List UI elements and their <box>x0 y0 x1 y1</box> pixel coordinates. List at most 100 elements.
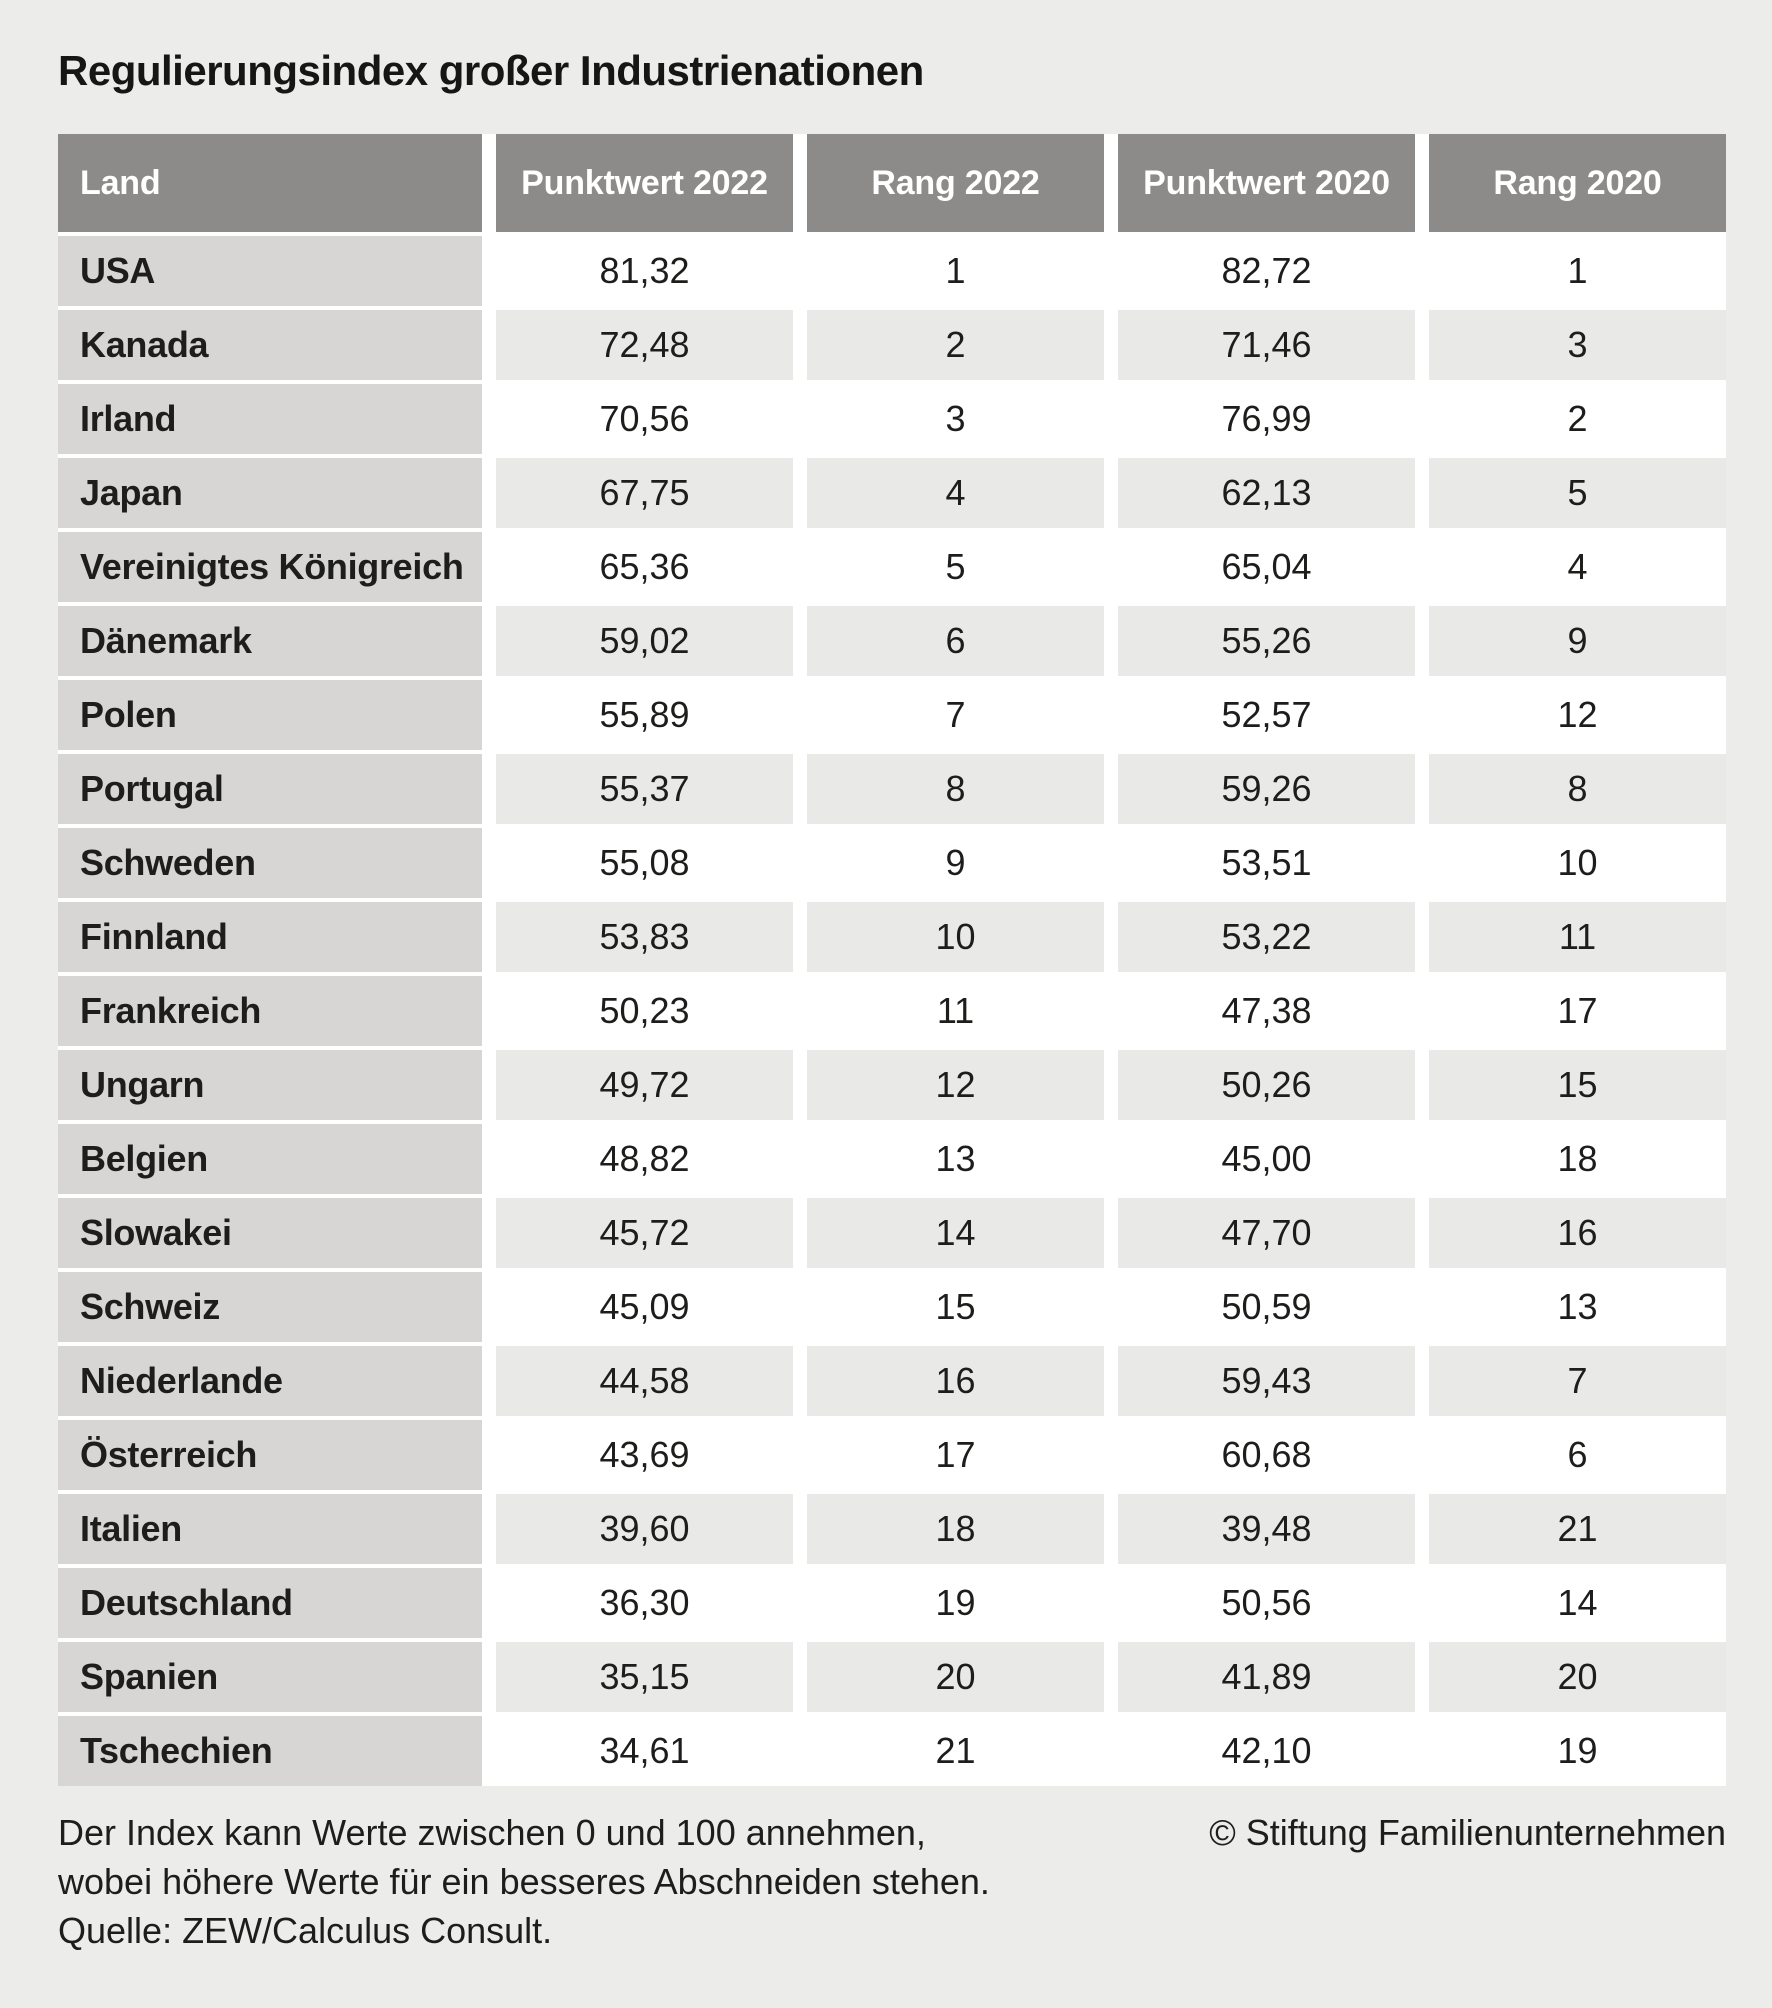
rank-cell: 3 <box>807 384 1104 454</box>
rank-cell: 20 <box>807 1642 1104 1712</box>
score-cell: 41,89 <box>1118 1642 1415 1712</box>
rank-cell: 16 <box>1429 1198 1726 1268</box>
rank-cell: 21 <box>807 1716 1104 1786</box>
rank-cell: 12 <box>1429 680 1726 750</box>
rank-cell: 5 <box>807 532 1104 602</box>
score-cell: 53,22 <box>1118 902 1415 972</box>
score-cell: 47,38 <box>1118 976 1415 1046</box>
score-cell: 43,69 <box>496 1420 793 1490</box>
score-cell: 45,09 <box>496 1272 793 1342</box>
rank-cell: 21 <box>1429 1494 1726 1564</box>
regulation-index-table: Land Punktwert 2022 Rang 2022 Punktwert 202… <box>58 134 1726 1786</box>
footnote-line-1: Der Index kann Werte zwischen 0 und 100 … <box>58 1812 926 1853</box>
land-cell: Dänemark <box>58 606 482 676</box>
score-cell: 81,32 <box>496 236 793 306</box>
score-cell: 47,70 <box>1118 1198 1415 1268</box>
rank-cell: 15 <box>1429 1050 1726 1120</box>
score-cell: 50,56 <box>1118 1568 1415 1638</box>
score-cell: 55,89 <box>496 680 793 750</box>
rank-cell: 13 <box>807 1124 1104 1194</box>
rank-cell: 19 <box>1429 1716 1726 1786</box>
land-cell: Schweiz <box>58 1272 482 1342</box>
score-cell: 53,51 <box>1118 828 1415 898</box>
page-title: Regulierungsindex großer Industrienation… <box>58 47 924 94</box>
land-cell: USA <box>58 236 482 306</box>
score-cell: 44,58 <box>496 1346 793 1416</box>
source-note: Quelle: ZEW/Calculus Consult. <box>58 1910 553 1951</box>
score-cell: 42,10 <box>1118 1716 1415 1786</box>
land-cell: Kanada <box>58 310 482 380</box>
rank-cell: 19 <box>807 1568 1104 1638</box>
rank-cell: 17 <box>1429 976 1726 1046</box>
column-header-punktwert_2020: Punktwert 2020 <box>1118 134 1415 232</box>
score-cell: 45,00 <box>1118 1124 1415 1194</box>
rank-cell: 2 <box>807 310 1104 380</box>
land-cell: Spanien <box>58 1642 482 1712</box>
score-cell: 65,04 <box>1118 532 1415 602</box>
score-cell: 35,15 <box>496 1642 793 1712</box>
page: Regulierungsindex großer Industrienation… <box>58 47 1726 1955</box>
score-cell: 55,08 <box>496 828 793 898</box>
column-header-land: Land <box>58 134 482 232</box>
rank-cell: 8 <box>1429 754 1726 824</box>
rank-cell: 7 <box>807 680 1104 750</box>
rank-cell: 6 <box>807 606 1104 676</box>
score-cell: 45,72 <box>496 1198 793 1268</box>
rank-cell: 2 <box>1429 384 1726 454</box>
score-cell: 53,83 <box>496 902 793 972</box>
score-cell: 49,72 <box>496 1050 793 1120</box>
column-header-rang_2022: Rang 2022 <box>807 134 1104 232</box>
score-cell: 34,61 <box>496 1716 793 1786</box>
copyright-notice: © Stiftung Familienunternehmen <box>1209 1812 1726 1853</box>
land-cell: Niederlande <box>58 1346 482 1416</box>
score-cell: 55,26 <box>1118 606 1415 676</box>
rank-cell: 14 <box>807 1198 1104 1268</box>
rank-cell: 4 <box>807 458 1104 528</box>
score-cell: 71,46 <box>1118 310 1415 380</box>
score-cell: 67,75 <box>496 458 793 528</box>
score-cell: 65,36 <box>496 532 793 602</box>
land-cell: Belgien <box>58 1124 482 1194</box>
score-cell: 82,72 <box>1118 236 1415 306</box>
rank-cell: 9 <box>807 828 1104 898</box>
rank-cell: 7 <box>1429 1346 1726 1416</box>
score-cell: 70,56 <box>496 384 793 454</box>
land-cell: Finnland <box>58 902 482 972</box>
column-header-punktwert_2022: Punktwert 2022 <box>496 134 793 232</box>
land-cell: Frankreich <box>58 976 482 1046</box>
rank-cell: 10 <box>807 902 1104 972</box>
rank-cell: 9 <box>1429 606 1726 676</box>
land-cell: Schweden <box>58 828 482 898</box>
rank-cell: 11 <box>807 976 1104 1046</box>
score-cell: 48,82 <box>496 1124 793 1194</box>
score-cell: 52,57 <box>1118 680 1415 750</box>
land-cell: Tschechien <box>58 1716 482 1786</box>
land-cell: Polen <box>58 680 482 750</box>
rank-cell: 18 <box>1429 1124 1726 1194</box>
footnote-line-2: wobei höhere Werte für ein besseres Absc… <box>58 1861 990 1902</box>
score-cell: 60,68 <box>1118 1420 1415 1490</box>
score-cell: 55,37 <box>496 754 793 824</box>
land-cell: Japan <box>58 458 482 528</box>
rank-cell: 20 <box>1429 1642 1726 1712</box>
rank-cell: 6 <box>1429 1420 1726 1490</box>
rank-cell: 18 <box>807 1494 1104 1564</box>
footnote-block: Der Index kann Werte zwischen 0 und 100 … <box>58 1808 990 1955</box>
rank-cell: 16 <box>807 1346 1104 1416</box>
rank-cell: 15 <box>807 1272 1104 1342</box>
rank-cell: 3 <box>1429 310 1726 380</box>
rank-cell: 1 <box>807 236 1104 306</box>
score-cell: 62,13 <box>1118 458 1415 528</box>
rank-cell: 12 <box>807 1050 1104 1120</box>
rank-cell: 13 <box>1429 1272 1726 1342</box>
score-cell: 50,26 <box>1118 1050 1415 1120</box>
score-cell: 36,30 <box>496 1568 793 1638</box>
score-cell: 59,26 <box>1118 754 1415 824</box>
score-cell: 39,48 <box>1118 1494 1415 1564</box>
land-cell: Slowakei <box>58 1198 482 1268</box>
score-cell: 50,23 <box>496 976 793 1046</box>
rank-cell: 1 <box>1429 236 1726 306</box>
score-cell: 59,43 <box>1118 1346 1415 1416</box>
rank-cell: 10 <box>1429 828 1726 898</box>
score-cell: 39,60 <box>496 1494 793 1564</box>
